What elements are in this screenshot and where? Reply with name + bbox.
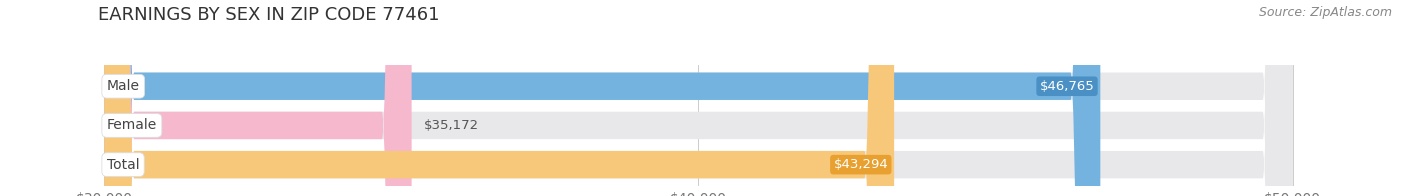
Text: Total: Total (107, 158, 139, 172)
FancyBboxPatch shape (104, 0, 412, 196)
Text: Female: Female (107, 118, 157, 132)
FancyBboxPatch shape (104, 0, 894, 196)
FancyBboxPatch shape (104, 0, 1292, 196)
Text: $46,765: $46,765 (1039, 80, 1094, 93)
Text: Male: Male (107, 79, 139, 93)
Text: $43,294: $43,294 (834, 158, 889, 171)
FancyBboxPatch shape (104, 0, 1101, 196)
Text: EARNINGS BY SEX IN ZIP CODE 77461: EARNINGS BY SEX IN ZIP CODE 77461 (98, 6, 440, 24)
Text: $35,172: $35,172 (423, 119, 478, 132)
FancyBboxPatch shape (104, 0, 1292, 196)
FancyBboxPatch shape (104, 0, 1292, 196)
Text: Source: ZipAtlas.com: Source: ZipAtlas.com (1258, 6, 1392, 19)
